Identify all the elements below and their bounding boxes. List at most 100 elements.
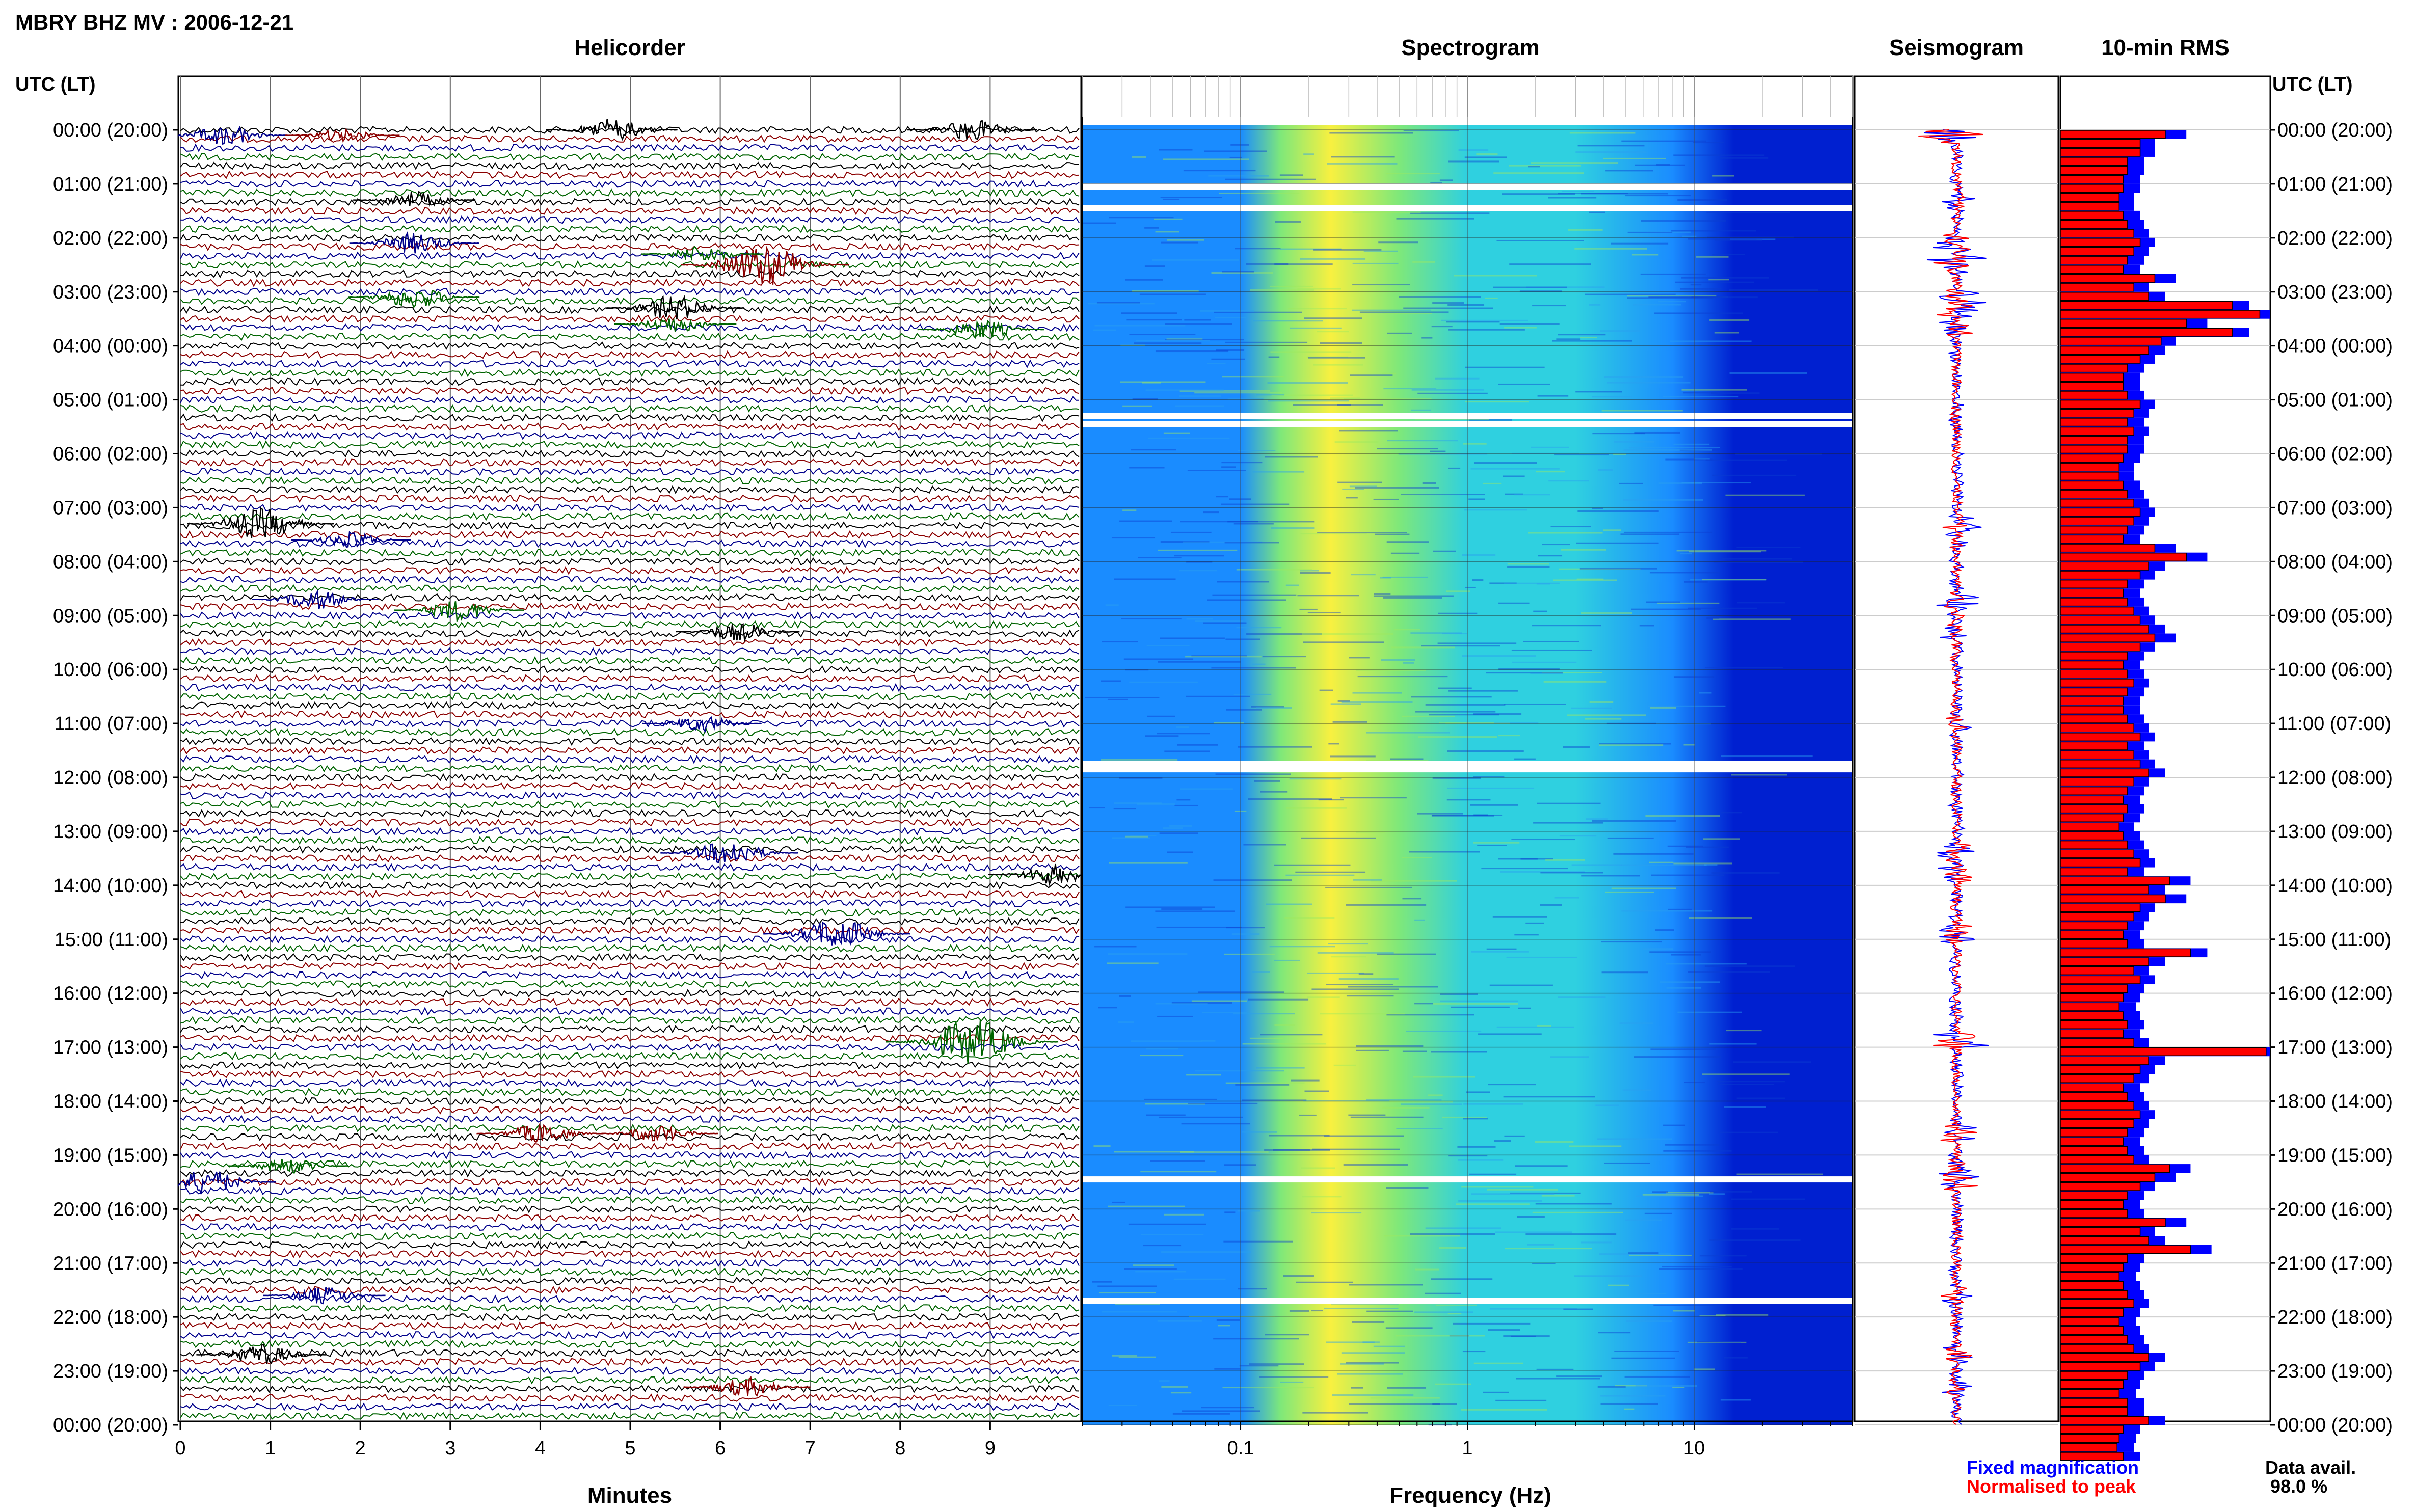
spectrogram-title: Spectrogram [1401,35,1539,60]
spectrogram-streak [1274,1024,1296,1026]
helicorder-trace [180,269,1080,279]
spectrogram-streak [1438,612,1478,614]
spectrogram-streak [1638,1293,1667,1295]
rms-peak-bar [2060,166,2128,175]
rms-peak-bar [2060,1065,2141,1074]
spectrogram-streak [1716,1314,1769,1316]
spectrogram-streak [1326,1341,1375,1343]
spectrogram-streak [1101,1311,1177,1313]
spectrogram-streak [1270,527,1315,529]
spectrogram-streak [1410,212,1490,214]
spectrogram-streak [1415,711,1496,713]
spectrogram-streak [1655,929,1674,931]
spectrogram-streak [1577,510,1659,512]
spectrogram-streak [1238,1288,1267,1290]
spectrogram-streak [1715,239,1763,241]
spectrogram-streak [1498,668,1560,670]
spectrogram-streak [1155,231,1179,233]
helicorder-trace [180,1393,1080,1403]
spectrogram-streak [1212,594,1297,596]
spectrogram-streak [1174,804,1198,806]
spectrogram-streak [1483,482,1502,484]
spectrogram-streak [1275,221,1301,223]
spectrogram-streak [1191,1000,1247,1002]
spectrogram-streak [1421,337,1433,339]
helicorder-trace [180,701,1080,710]
spectrogram-streak [1708,279,1729,281]
spectrogram-streak [1159,832,1198,834]
helicorder-trace [180,683,1080,692]
helicorder-event [606,295,744,320]
spectrogram-streak [1299,1114,1317,1116]
spectrogram-streak [1233,1013,1295,1015]
rms-peak-bar [2060,1047,2267,1056]
spectrogram-streak [1606,722,1656,724]
spectrogram-streak [1373,595,1454,597]
helicorder-trace [180,485,1080,494]
spectrogram-streak [1514,494,1550,496]
spectrogram-streak [1330,956,1366,958]
spectrogram-streak [1303,153,1314,155]
spectrogram-streak [1683,744,1695,746]
spectrogram-streak [1456,1203,1530,1205]
spectrogram-streak [1693,142,1724,144]
helicorder-trace [180,1070,1080,1078]
spectrogram-streak [1435,377,1480,380]
spectrogram-streak [1507,563,1549,565]
spectrogram-streak [1138,557,1182,559]
helicorder-tick-label: 8 [895,1438,905,1459]
spectrogram-streak [1627,295,1717,297]
rms-peak-bar [2060,337,2162,346]
spectrogram-streak [1697,1341,1741,1343]
spectrogram-streak [1473,1362,1523,1364]
rms-peak-bar [2060,1380,2124,1389]
spectrogram-streak [1486,672,1563,674]
helicorder-trace [180,1142,1080,1151]
helicorder-trace [180,377,1080,386]
hour-label-left: 04:00 (00:00) [53,336,168,357]
rms-peak-bar [2060,858,2141,868]
spectrogram-streak [1155,350,1229,353]
spectrogram-streak [1225,178,1316,180]
data-availability-label: Data avail. [2265,1457,2356,1478]
spectrogram-streak [1144,227,1159,229]
rms-peak-bar [2060,1407,2128,1416]
spectrogram-streak [1101,759,1178,761]
spectrogram-streak [1642,948,1673,950]
spectrogram-streak [1215,317,1246,319]
hour-label-left: 00:00 (20:00) [53,1415,168,1436]
helicorder-trace [180,359,1080,368]
spectrogram-streak [1238,450,1276,452]
spectrogram-streak [1406,1030,1482,1032]
spectrogram-streak [1268,400,1350,402]
spectrogram-streak [1624,1375,1691,1378]
rms-peak-bar [2060,445,2128,454]
helicorder-trace [180,908,1080,916]
spectrogram-streak [1576,578,1604,580]
spectrogram-streak [1201,1040,1216,1042]
rms-peak-bar [2060,948,2191,957]
spectrogram-streak [1177,744,1218,746]
spectrogram-streak [1465,366,1545,368]
helicorder-trace [180,1025,1080,1034]
hour-label-left: 12:00 (08:00) [53,767,168,789]
spectrogram-streak [1581,193,1668,195]
spectrogram-streak [1125,906,1215,908]
spectrogram-streak [1308,357,1365,359]
spectrogram-streak [1118,1021,1134,1023]
spectrogram-streak [1687,1341,1747,1343]
rms-peak-bar [2060,1182,2141,1191]
spectrogram-streak [1366,760,1429,762]
spectrogram-streak [1126,319,1182,321]
spectrogram-streak [1370,1397,1440,1399]
spectrogram-streak [1605,891,1654,893]
spectrogram-streak [1589,211,1605,213]
spectrogram-streak [1709,1043,1757,1045]
spectrogram-streak [1433,1003,1518,1005]
spectrogram-streak [1179,390,1271,392]
spectrogram-streak [1704,864,1718,866]
hour-label-left: 18:00 (14:00) [53,1091,168,1113]
helicorder-trace [180,800,1080,809]
helicorder-trace [180,970,1080,980]
spectrogram-streak [1114,578,1176,580]
